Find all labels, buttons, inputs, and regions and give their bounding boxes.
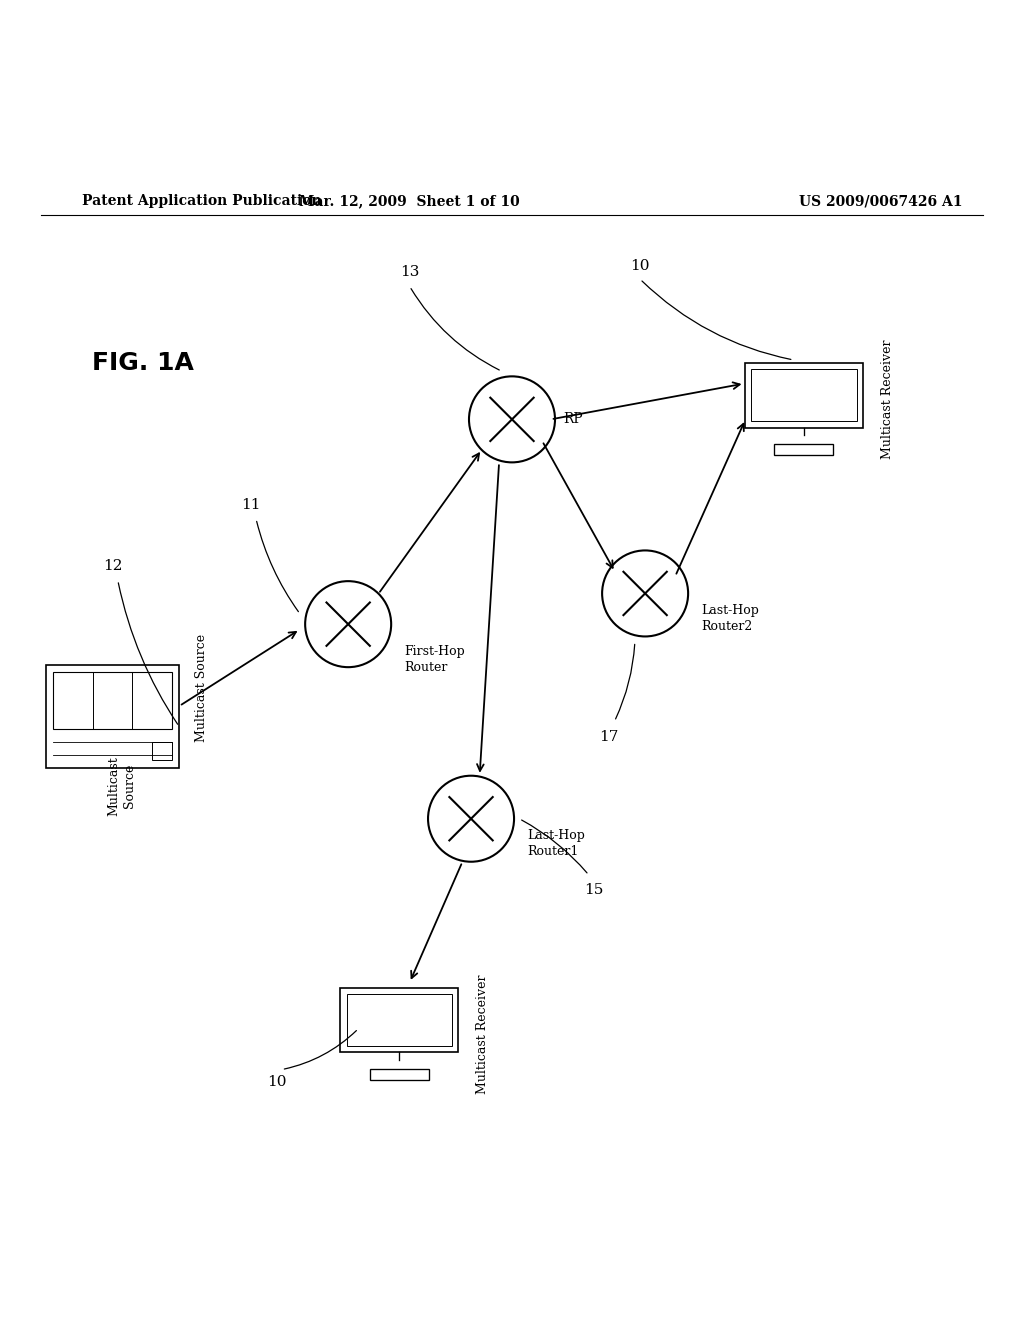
Text: Multicast
Source: Multicast Source bbox=[108, 756, 135, 816]
Text: First-Hop
Router: First-Hop Router bbox=[404, 644, 465, 673]
Text: US 2009/0067426 A1: US 2009/0067426 A1 bbox=[799, 194, 963, 209]
Text: RP: RP bbox=[563, 412, 583, 426]
Text: 13: 13 bbox=[400, 265, 419, 279]
Bar bbox=[152, 742, 172, 760]
Text: 12: 12 bbox=[102, 558, 123, 573]
Text: 10: 10 bbox=[630, 259, 650, 273]
Text: Patent Application Publication: Patent Application Publication bbox=[82, 194, 322, 209]
Bar bbox=[370, 1069, 429, 1080]
Bar bbox=[53, 672, 172, 729]
Bar bbox=[346, 994, 453, 1045]
Text: Last-Hop
Router1: Last-Hop Router1 bbox=[527, 829, 586, 858]
Text: Multicast Receiver: Multicast Receiver bbox=[476, 974, 489, 1093]
Bar bbox=[745, 363, 862, 428]
Text: 15: 15 bbox=[585, 883, 603, 898]
Bar bbox=[774, 444, 834, 455]
Bar bbox=[46, 665, 179, 767]
Bar bbox=[340, 987, 459, 1052]
Bar bbox=[752, 370, 856, 421]
Text: 10: 10 bbox=[266, 1074, 287, 1089]
Text: 11: 11 bbox=[241, 498, 261, 512]
Text: Last-Hop
Router2: Last-Hop Router2 bbox=[701, 603, 760, 632]
Text: Multicast Receiver: Multicast Receiver bbox=[881, 339, 894, 458]
Text: Mar. 12, 2009  Sheet 1 of 10: Mar. 12, 2009 Sheet 1 of 10 bbox=[299, 194, 520, 209]
Text: 17: 17 bbox=[600, 730, 618, 743]
Text: Multicast Source: Multicast Source bbox=[195, 634, 208, 742]
Text: FIG. 1A: FIG. 1A bbox=[92, 351, 194, 375]
